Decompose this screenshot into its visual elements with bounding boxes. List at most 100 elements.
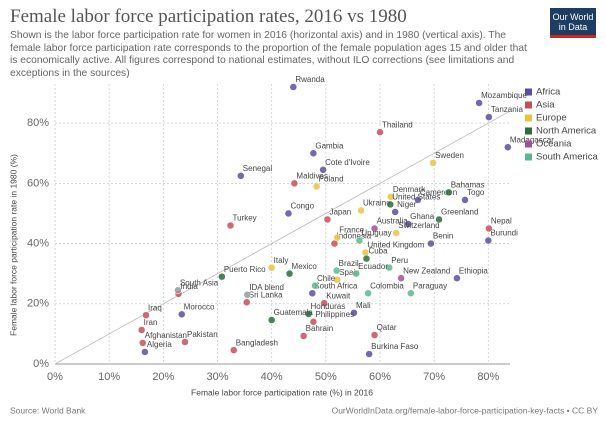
point-label: Paraguay — [413, 281, 447, 290]
point — [397, 274, 405, 282]
source: Source: World Bank — [10, 405, 86, 415]
point — [323, 215, 332, 224]
point — [386, 200, 395, 209]
point-label: Denmark — [393, 185, 426, 194]
point — [385, 263, 393, 272]
point-label: Ghana — [410, 212, 435, 221]
point — [285, 269, 294, 278]
point — [357, 206, 365, 215]
point — [290, 179, 299, 188]
point — [139, 339, 147, 347]
legend-swatch — [525, 153, 532, 161]
point-label: Indonesia — [337, 232, 372, 241]
point-label: Colombia — [370, 281, 404, 290]
point-label: Mali — [356, 301, 371, 310]
point-label: Honduras — [311, 302, 346, 311]
point-label: Sweden — [435, 151, 464, 160]
point-label: Togo — [467, 188, 485, 197]
x-tick-label: 40% — [261, 371, 283, 383]
point — [308, 289, 317, 297]
y-tick-label: 80% — [27, 117, 49, 129]
point-label: Ukraine — [363, 199, 391, 208]
point — [319, 166, 327, 174]
point-label: France — [339, 226, 364, 235]
point — [137, 326, 146, 334]
point — [333, 233, 341, 242]
point — [350, 309, 358, 317]
x-tick-label: 30% — [206, 371, 228, 383]
point-label: Mozambique — [481, 91, 527, 100]
point — [284, 209, 293, 218]
point-label: South Asia — [180, 278, 219, 287]
point-label: South Africa — [314, 281, 358, 290]
point-label: Australia — [377, 217, 409, 226]
point-label: Ecuador — [358, 262, 388, 271]
subtitle: Shown is the labor force participation r… — [10, 30, 527, 79]
point-label: Japan — [329, 208, 351, 217]
point — [362, 254, 371, 263]
point-label: Senegal — [243, 164, 273, 173]
legend-swatch — [525, 88, 532, 96]
legend-label: South America — [536, 152, 598, 163]
legend-label: Europe — [536, 113, 567, 124]
point-label: Switzerland — [398, 221, 439, 230]
point-label: Iraq — [148, 303, 162, 312]
y-axis-title: Female labor force participation rate in… — [8, 154, 18, 336]
point-label: Thailand — [382, 120, 413, 129]
point-label: Brazil — [339, 259, 359, 268]
point-label: United Kingdom — [367, 241, 424, 250]
point-label: Italy — [274, 256, 289, 265]
point — [391, 208, 399, 216]
point — [404, 220, 412, 228]
point-label: India — [181, 282, 199, 291]
point-label: Bahamas — [451, 180, 485, 189]
point — [230, 346, 238, 354]
x-tick-label: 20% — [152, 371, 174, 383]
y-tick-label: 20% — [27, 298, 49, 310]
point-label: Bangladesh — [236, 338, 278, 347]
point — [304, 310, 313, 318]
point-label: Algeria — [147, 340, 172, 349]
legend-label: North America — [536, 126, 597, 137]
url: OurWorldInData.org/female-labor-force-pa… — [332, 405, 599, 415]
point — [142, 311, 150, 319]
legend-swatch — [525, 127, 532, 135]
point — [504, 143, 512, 151]
point-label: Congo — [290, 202, 314, 211]
point-label: Cote d'Ivoire — [325, 158, 370, 167]
point — [435, 215, 443, 224]
point — [365, 350, 373, 358]
legend-label: Oceania — [536, 139, 572, 150]
point-label: Rwanda — [295, 75, 325, 84]
point — [387, 193, 395, 201]
point-label: Sri Lanka — [249, 290, 283, 299]
point-label: Burundi — [490, 229, 518, 238]
point-label: Tanzania — [491, 105, 524, 114]
y-tick-label: 0% — [33, 358, 49, 370]
point — [332, 266, 341, 275]
point — [289, 83, 298, 91]
point-label: Poland — [319, 174, 344, 183]
point-label: Philippines — [315, 310, 354, 319]
point-label: Madagascar — [510, 135, 554, 144]
point — [485, 224, 493, 233]
point — [429, 159, 437, 167]
point-label: Puerto Rico — [224, 265, 266, 274]
point-label: Qatar — [377, 323, 397, 332]
x-tick-label: 80% — [477, 371, 499, 383]
logo: Our World in Data — [550, 8, 596, 38]
point — [267, 263, 276, 272]
point-label: Ethiopia — [459, 266, 488, 275]
point — [299, 332, 308, 340]
point — [414, 196, 422, 204]
legend-swatch — [525, 140, 532, 148]
point-label: Mexico — [292, 262, 318, 271]
point — [309, 149, 318, 157]
point-label: Turkey — [233, 214, 257, 223]
point — [174, 286, 182, 294]
point — [407, 289, 415, 297]
point — [370, 331, 379, 339]
point-label: Kuwait — [326, 291, 351, 300]
point — [485, 113, 493, 121]
